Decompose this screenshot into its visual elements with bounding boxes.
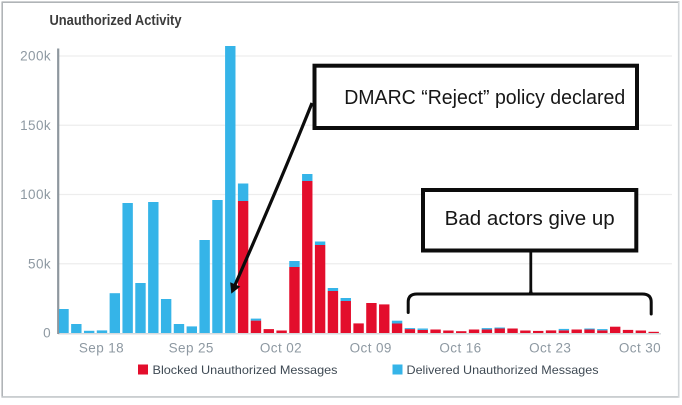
svg-text:100k: 100k [20,187,51,202]
svg-text:0: 0 [43,326,51,341]
svg-text:Delivered Unauthorized Message: Delivered Unauthorized Messages [407,363,599,377]
svg-text:Oct 23: Oct 23 [529,341,571,356]
svg-text:50k: 50k [28,256,51,271]
svg-text:200k: 200k [20,49,51,64]
svg-text:Unauthorized Activity: Unauthorized Activity [50,12,183,29]
svg-text:Sep 18: Sep 18 [79,341,124,356]
svg-text:Oct 30: Oct 30 [619,341,661,356]
svg-text:Oct 02: Oct 02 [260,341,302,356]
svg-text:Bad actors give up: Bad actors give up [445,208,615,230]
svg-text:DMARC “Reject” policy declared: DMARC “Reject” policy declared [344,87,625,109]
svg-text:Oct 16: Oct 16 [439,341,481,356]
svg-text:150k: 150k [20,118,51,133]
svg-text:Sep 25: Sep 25 [169,341,214,356]
svg-text:Blocked Unauthorized Messages: Blocked Unauthorized Messages [153,363,338,377]
svg-text:Oct 09: Oct 09 [350,341,392,356]
